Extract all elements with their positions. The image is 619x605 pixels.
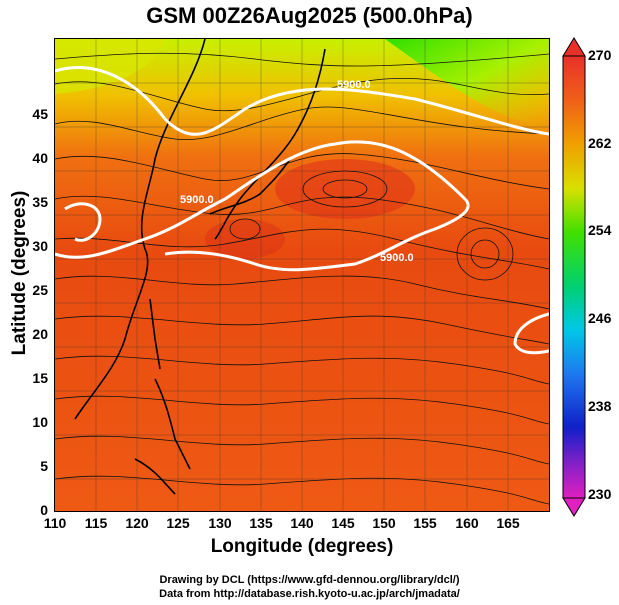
x-tick-label: 160 — [455, 515, 479, 531]
y-tick-label: 35 — [32, 194, 48, 210]
x-tick-label: 120 — [125, 515, 149, 531]
warm-core — [275, 159, 415, 219]
colorbar-label: 246 — [588, 310, 612, 326]
contour-5900 — [55, 66, 549, 355]
colorbar-label: 254 — [588, 222, 612, 238]
y-tick-label: 0 — [40, 502, 48, 518]
colorbar — [562, 37, 586, 517]
x-tick-label: 130 — [208, 515, 232, 531]
y-axis-label: Latitude (degrees) — [9, 190, 30, 356]
x-tick-label: 115 — [84, 515, 108, 531]
colorbar-label: 230 — [588, 486, 612, 502]
y-tick-label: 30 — [32, 238, 48, 254]
y-tick-label: 5 — [40, 458, 48, 474]
x-tick-label: 145 — [331, 515, 355, 531]
plot-frame — [54, 38, 550, 512]
colorbar-label: 270 — [588, 47, 612, 63]
x-axis-label: Longitude (degrees) — [210, 536, 394, 557]
y-tick-label: 40 — [32, 150, 48, 166]
colorbar-label: 262 — [588, 135, 612, 151]
y-tick-label: 20 — [32, 326, 48, 342]
chart-title: GSM 00Z26Aug2025 (500.0hPa) — [146, 3, 473, 28]
x-tick-label: 135 — [249, 515, 273, 531]
contour-label-1: 5900.0 — [337, 79, 371, 91]
contour-label-3: 5900.0 — [380, 252, 414, 264]
x-tick-label: 150 — [372, 515, 396, 531]
y-tick-label: 25 — [32, 282, 48, 298]
credit-data: Data from http://database.rish.kyoto-u.a… — [159, 588, 460, 600]
x-tick-label: 140 — [290, 515, 314, 531]
x-tick-label: 125 — [166, 515, 190, 531]
x-tick-label: 155 — [413, 515, 437, 531]
y-tick-label: 45 — [32, 106, 48, 122]
contour-label-2: 5900.0 — [180, 194, 214, 206]
colorbar-max-arrow — [562, 37, 586, 57]
y-tick-label: 10 — [32, 414, 48, 430]
x-tick-label: 110 — [43, 515, 67, 531]
colorbar-min-arrow — [562, 497, 586, 517]
cold-region-nw — [55, 39, 165, 94]
credit-drawing: Drawing by DCL (https://www.gfd-dennou.o… — [159, 574, 460, 586]
y-tick-label: 15 — [32, 370, 48, 386]
x-tick-label: 165 — [496, 515, 520, 531]
temperature-field — [55, 39, 549, 511]
map-plot-area: 5900.0 5900.0 5900.0 — [55, 39, 549, 511]
colorbar-label: 238 — [588, 398, 612, 414]
wind-streamlines — [55, 52, 549, 505]
